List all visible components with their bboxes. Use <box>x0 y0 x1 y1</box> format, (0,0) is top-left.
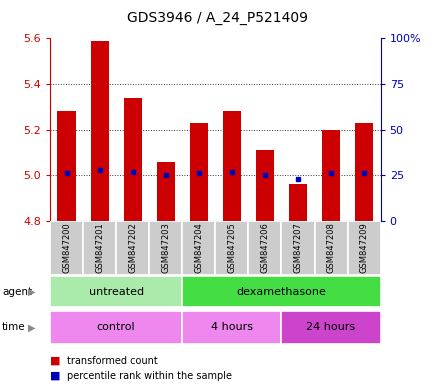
Bar <box>90 41 108 221</box>
Text: agent: agent <box>2 287 32 297</box>
Bar <box>255 150 273 221</box>
Text: GSM847203: GSM847203 <box>161 222 170 273</box>
Text: GSM847200: GSM847200 <box>62 222 71 273</box>
Bar <box>354 123 372 221</box>
FancyBboxPatch shape <box>182 221 215 275</box>
Text: control: control <box>97 322 135 333</box>
Text: dexamethasone: dexamethasone <box>236 287 326 297</box>
FancyBboxPatch shape <box>149 221 182 275</box>
Text: untreated: untreated <box>89 287 143 297</box>
FancyBboxPatch shape <box>314 221 347 275</box>
Text: GSM847202: GSM847202 <box>128 222 137 273</box>
FancyBboxPatch shape <box>83 221 116 275</box>
FancyBboxPatch shape <box>50 221 83 275</box>
FancyBboxPatch shape <box>116 221 149 275</box>
Bar <box>57 111 76 221</box>
Text: GSM847207: GSM847207 <box>293 222 302 273</box>
Text: GSM847205: GSM847205 <box>227 222 236 273</box>
FancyBboxPatch shape <box>182 311 281 344</box>
Text: 4 hours: 4 hours <box>210 322 252 333</box>
FancyBboxPatch shape <box>50 311 182 344</box>
FancyBboxPatch shape <box>50 276 182 307</box>
Bar <box>288 184 306 221</box>
FancyBboxPatch shape <box>182 276 380 307</box>
Text: GSM847201: GSM847201 <box>95 222 104 273</box>
FancyBboxPatch shape <box>281 311 380 344</box>
Bar <box>123 98 141 221</box>
Text: GSM847204: GSM847204 <box>194 222 203 273</box>
Text: percentile rank within the sample: percentile rank within the sample <box>67 371 232 381</box>
Text: GDS3946 / A_24_P521409: GDS3946 / A_24_P521409 <box>127 11 307 25</box>
FancyBboxPatch shape <box>248 221 281 275</box>
Text: ▶: ▶ <box>27 322 35 333</box>
Text: ■: ■ <box>50 371 60 381</box>
Bar <box>222 111 240 221</box>
Text: ■: ■ <box>50 356 60 366</box>
Text: GSM847209: GSM847209 <box>359 222 368 273</box>
Text: ▶: ▶ <box>27 287 35 297</box>
Bar <box>321 129 339 221</box>
Text: transformed count: transformed count <box>67 356 158 366</box>
Bar <box>156 162 174 221</box>
Text: 24 hours: 24 hours <box>306 322 355 333</box>
Bar <box>189 123 207 221</box>
FancyBboxPatch shape <box>215 221 248 275</box>
FancyBboxPatch shape <box>347 221 380 275</box>
FancyBboxPatch shape <box>281 221 314 275</box>
Text: time: time <box>2 322 26 333</box>
Text: GSM847206: GSM847206 <box>260 222 269 273</box>
Text: GSM847208: GSM847208 <box>326 222 335 273</box>
